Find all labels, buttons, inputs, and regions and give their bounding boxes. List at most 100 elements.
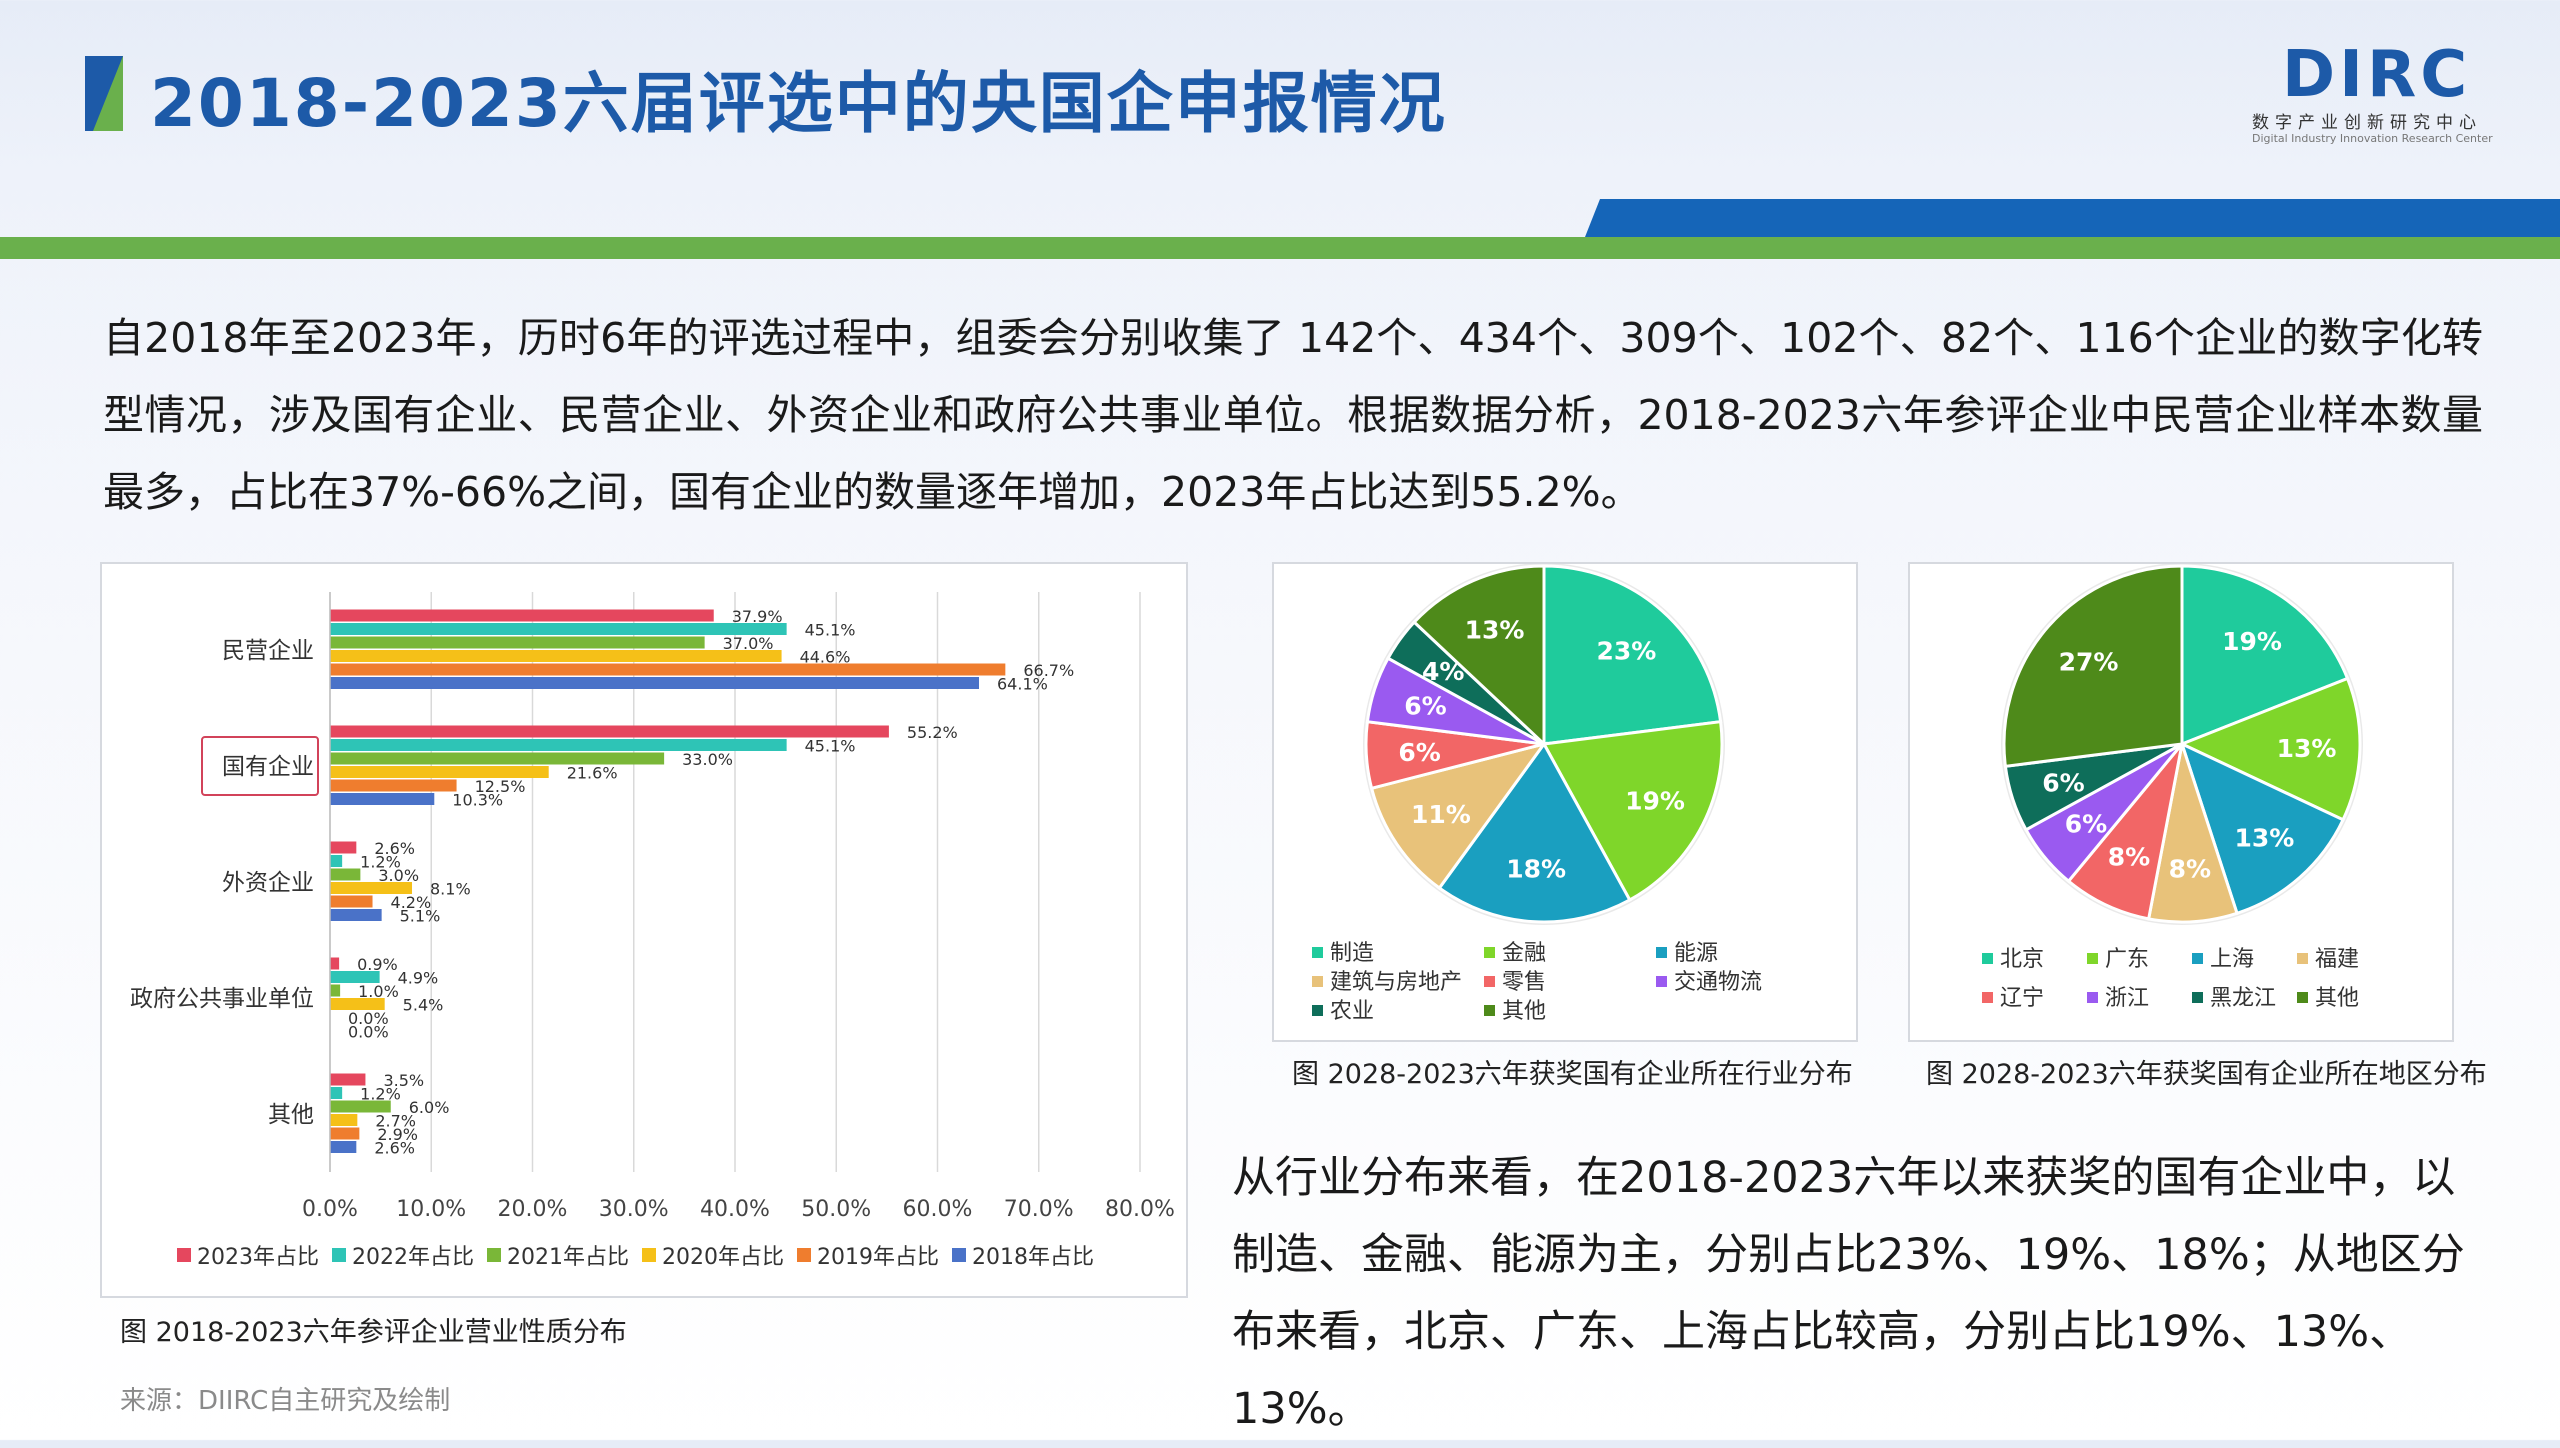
- legend-label: 交通物流: [1674, 970, 1762, 995]
- category-label: 民营企业: [222, 638, 314, 664]
- pie-slice-label: 23%: [1596, 637, 1656, 666]
- pie-slice-label: 11%: [1411, 800, 1471, 829]
- bar-value-label: 2.6%: [374, 1139, 415, 1158]
- pie-slice-label: 13%: [2277, 734, 2337, 763]
- bar: [330, 971, 380, 983]
- pie-slice-label: 8%: [2169, 854, 2211, 883]
- bar: [330, 1087, 343, 1099]
- bar: [330, 895, 373, 908]
- pie-slice: [2002, 564, 2184, 768]
- bar-value-label: 33.0%: [682, 750, 733, 769]
- bar-value-label: 44.6%: [800, 648, 851, 667]
- legend-label: 2018年占比: [972, 1245, 1094, 1270]
- bar: [330, 636, 705, 649]
- legend-label: 福建: [2315, 947, 2359, 972]
- bar-value-label: 2.7%: [375, 1112, 416, 1131]
- bar-value-label: 21.6%: [567, 764, 618, 783]
- bar-value-label: 0.9%: [357, 955, 398, 974]
- pie-slice: [2180, 564, 2350, 747]
- pie-slice: [2179, 741, 2346, 916]
- x-tick-label: 50.0%: [801, 1197, 871, 1222]
- header-band: [0, 199, 2560, 259]
- legend-swatch: [2192, 953, 2203, 964]
- bar: [330, 1073, 366, 1086]
- legend-swatch: [1982, 992, 1993, 1003]
- bar: [330, 650, 782, 662]
- bar-value-label: 1.0%: [358, 982, 399, 1001]
- bar-value-label: 5.1%: [400, 907, 441, 926]
- bar-value-label: 55.2%: [907, 723, 958, 742]
- pie-slice-label: 6%: [1404, 691, 1446, 720]
- pie-slice: [1369, 741, 1548, 891]
- pie-slice-label: 13%: [2234, 823, 2294, 852]
- bar-value-label: 0.0%: [348, 1009, 389, 1028]
- legend-swatch: [952, 1248, 966, 1262]
- bar: [330, 984, 341, 997]
- legend-label: 农业: [1330, 999, 1374, 1024]
- bar-value-label: 2.6%: [374, 839, 415, 858]
- legend-swatch: [2087, 992, 2098, 1003]
- legend-swatch: [1312, 1005, 1323, 1016]
- category-label: 国有企业: [222, 754, 314, 780]
- pie-slice: [1541, 720, 1724, 903]
- bar: [330, 841, 357, 854]
- bar: [330, 793, 435, 805]
- bar-value-label: 5.4%: [403, 996, 444, 1015]
- bar-chart-caption: 图 2018-2023六年参评企业营业性质分布: [120, 1317, 627, 1348]
- legend-label: 制造: [1330, 941, 1374, 966]
- bar: [330, 663, 1006, 676]
- bar-value-label: 64.1%: [997, 675, 1048, 694]
- logo-english-name: Digital Industry Innovation Research Cen…: [2252, 132, 2493, 145]
- bar-value-label: 3.0%: [378, 866, 419, 885]
- bar-value-label: 12.5%: [475, 777, 526, 796]
- legend-swatch: [797, 1248, 811, 1262]
- pie-slice-label: 19%: [1625, 787, 1685, 816]
- pie-slice: [1437, 741, 1632, 924]
- legend-swatch: [177, 1248, 191, 1262]
- bar-value-label: 10.3%: [452, 791, 503, 810]
- legend-label: 辽宁: [2000, 986, 2044, 1011]
- x-tick-label: 60.0%: [903, 1197, 973, 1222]
- bar: [330, 957, 340, 970]
- category-label: 其他: [268, 1102, 314, 1128]
- pie-slice-label: 27%: [2059, 648, 2119, 677]
- pie-slice: [2066, 743, 2184, 921]
- bar-value-label: 3.5%: [383, 1071, 424, 1090]
- conclusion-paragraph: 从行业分布来看，在2018-2023六年以来获奖的国有企业中，以制造、金融、能源…: [1232, 1153, 2465, 1434]
- legend-swatch: [2087, 953, 2098, 964]
- category-label: 政府公共事业单位: [130, 986, 314, 1012]
- bar: [330, 752, 665, 765]
- pie-slice-label: 6%: [2065, 809, 2107, 838]
- legend-swatch: [1312, 976, 1323, 987]
- category-label: 外资企业: [222, 870, 314, 896]
- bar: [330, 623, 787, 635]
- legend-swatch: [1656, 976, 1667, 987]
- bar-value-label: 4.9%: [398, 969, 439, 988]
- legend-swatch: [2297, 953, 2308, 964]
- legend-label: 建筑与房地产: [1330, 970, 1462, 995]
- bar-value-label: 45.1%: [805, 737, 856, 756]
- x-tick-label: 80.0%: [1105, 1197, 1175, 1222]
- bar-chart-panel: 0.0% 10.0% 20.0% 30.0% 40.0% 50.0% 60.0% 70.0% 8…: [100, 562, 1188, 1298]
- bar: [330, 868, 361, 881]
- legend-swatch: [332, 1248, 346, 1262]
- legend-swatch: [1312, 947, 1323, 958]
- legend-label: 其他: [2315, 986, 2359, 1011]
- logo-text: DIRC: [2282, 38, 2472, 112]
- bar: [330, 1100, 391, 1113]
- pie-slice: [2146, 743, 2239, 924]
- legend-swatch: [1484, 947, 1495, 958]
- legend-label: 能源: [1674, 941, 1718, 966]
- bar-value-label: 37.9%: [732, 607, 783, 626]
- bar: [330, 998, 385, 1010]
- legend-label: 2023年占比: [197, 1245, 319, 1270]
- legend-label: 零售: [1502, 970, 1546, 995]
- legend-swatch: [1484, 1005, 1495, 1016]
- pie-slice-label: 8%: [2108, 843, 2150, 872]
- bar: [330, 766, 549, 778]
- legend-label: 上海: [2210, 947, 2254, 972]
- legend-label: 浙江: [2105, 986, 2149, 1011]
- pie-slice-label: 6%: [1398, 738, 1440, 767]
- pie-slice-label: 6%: [2042, 769, 2084, 798]
